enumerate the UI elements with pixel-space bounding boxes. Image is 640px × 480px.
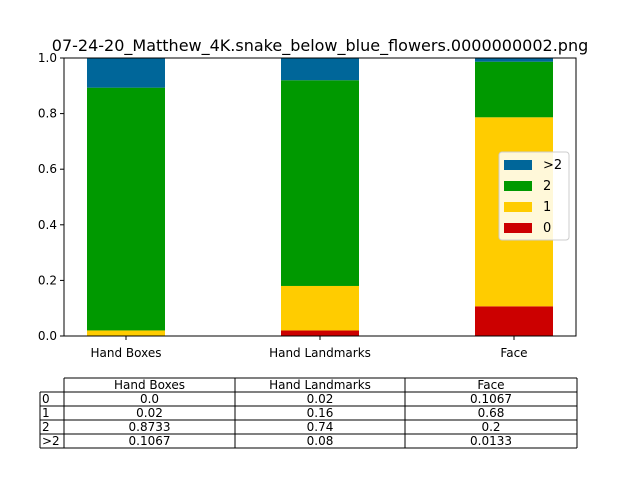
table-cell: 0.02 xyxy=(307,392,334,406)
chart-title: 07-24-20_Matthew_4K.snake_below_blue_flo… xyxy=(52,36,588,56)
y-tick-label: 0.4 xyxy=(38,218,57,232)
table-cell: 0.74 xyxy=(307,420,334,434)
y-axis: 0.0 0.2 0.4 0.6 0.8 1.0 xyxy=(38,51,64,343)
y-tick-label: 0.6 xyxy=(38,162,57,176)
table-cell: 0.0 xyxy=(140,392,159,406)
table-cell: 0.02 xyxy=(136,406,163,420)
legend-swatch xyxy=(504,160,532,170)
legend: >2 2 1 0 xyxy=(498,151,570,241)
bar-segment xyxy=(87,87,165,331)
legend-label: >2 xyxy=(543,158,562,173)
legend-swatch xyxy=(504,181,532,191)
bar-segment xyxy=(281,58,359,81)
table-row-label: 0 xyxy=(42,392,50,406)
x-tick-label: Hand Boxes xyxy=(91,346,162,360)
table-cell: 0.16 xyxy=(307,406,334,420)
bar-segment xyxy=(281,285,359,331)
table-column-header: Hand Landmarks xyxy=(269,378,371,392)
x-axis: Hand Boxes Hand Landmarks Face xyxy=(91,336,528,360)
y-tick-label: 0.0 xyxy=(38,329,57,343)
y-tick-label: 1.0 xyxy=(38,51,57,65)
table-cell: 0.1067 xyxy=(470,392,512,406)
table-column-header: Hand Boxes xyxy=(114,378,185,392)
legend-label: 0 xyxy=(543,221,551,236)
legend-label: 1 xyxy=(543,200,551,215)
bar-segment xyxy=(87,58,165,88)
legend-box xyxy=(498,151,570,241)
bar-segment xyxy=(475,306,553,336)
y-tick-label: 0.2 xyxy=(38,273,57,287)
legend-swatch xyxy=(504,202,532,212)
bar-segment xyxy=(475,61,553,118)
table-cell: 0.2 xyxy=(481,420,500,434)
legend-label: 2 xyxy=(543,179,551,194)
bar-segment xyxy=(475,58,553,62)
x-tick-label: Face xyxy=(500,346,527,360)
table-cell: 0.8733 xyxy=(129,420,171,434)
table-cell: 0.68 xyxy=(478,406,505,420)
y-tick-label: 0.8 xyxy=(38,107,57,121)
legend-swatch xyxy=(504,223,532,233)
table-row-label: 2 xyxy=(42,420,50,434)
bar-segment xyxy=(281,330,359,336)
table-cell: 0.08 xyxy=(307,434,334,448)
x-tick-label: Hand Landmarks xyxy=(269,346,371,360)
table-cell: 0.0133 xyxy=(470,434,512,448)
bars-group xyxy=(87,58,553,336)
table-cell: 0.1067 xyxy=(129,434,171,448)
bar-segment xyxy=(281,80,359,286)
table-row-label: >2 xyxy=(42,434,60,448)
table-row-label: 1 xyxy=(42,406,50,420)
bar-segment xyxy=(87,330,165,336)
table-column-header: Face xyxy=(477,378,504,392)
